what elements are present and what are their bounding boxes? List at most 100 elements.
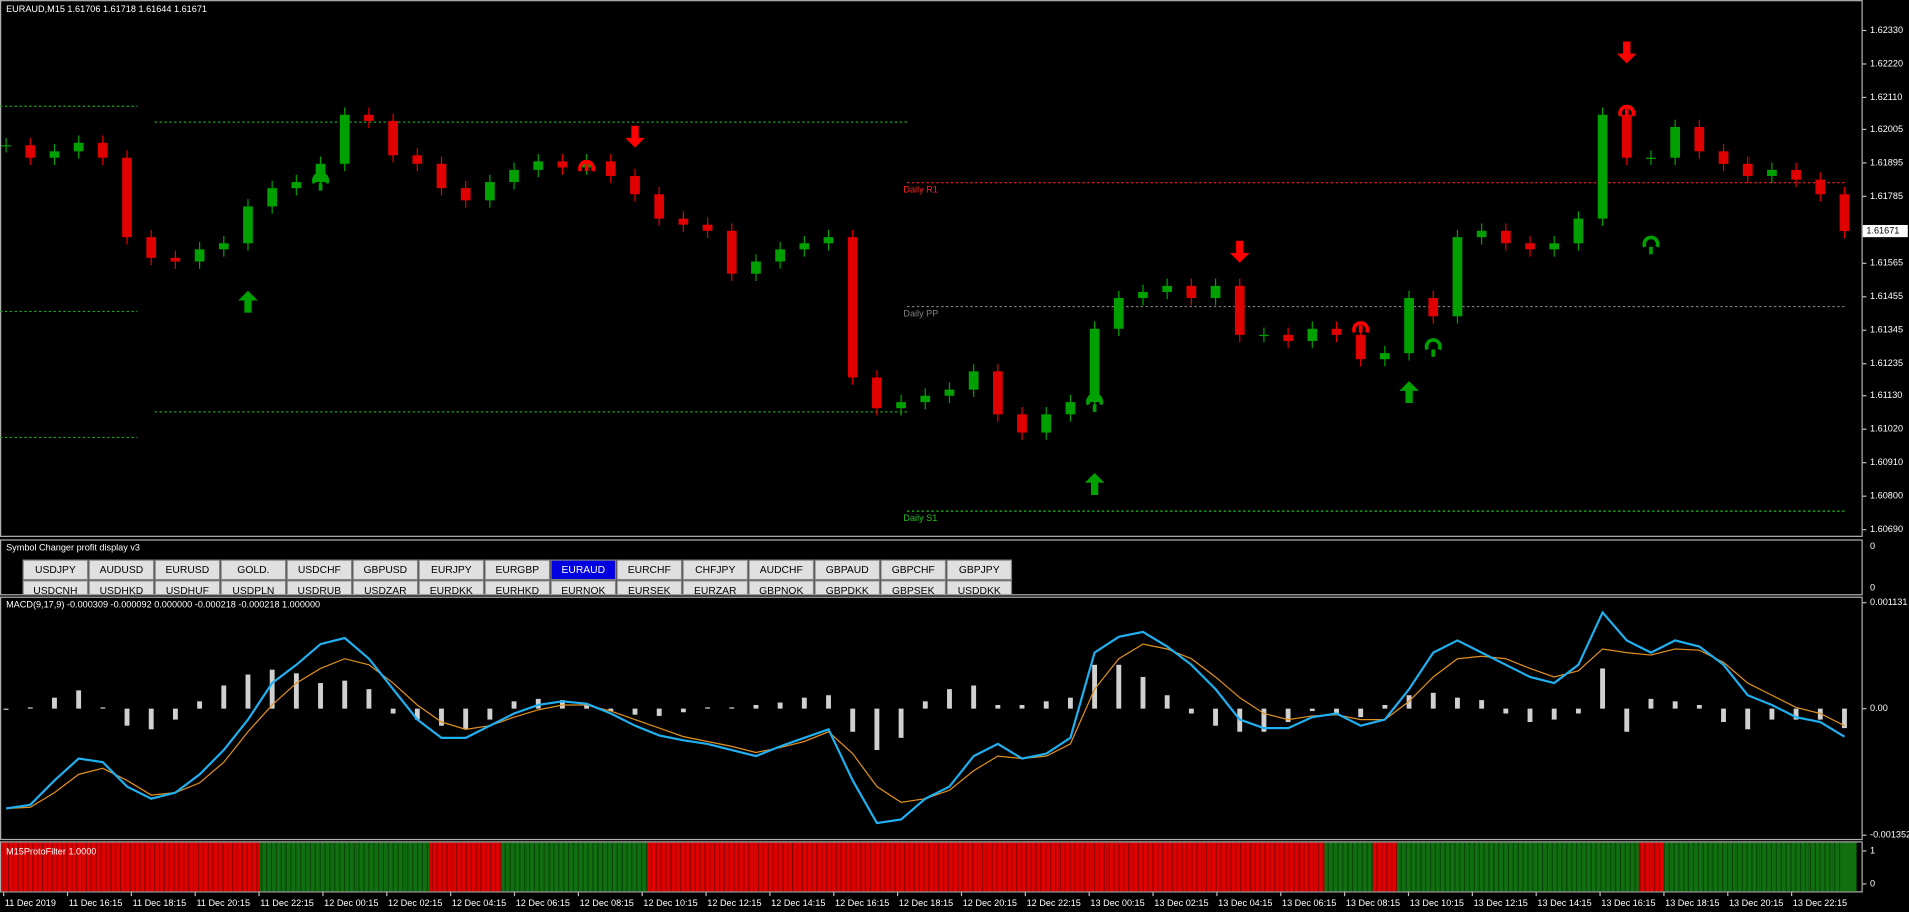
button-face: [748, 580, 815, 595]
histogram-bar: [826, 695, 831, 709]
filter-bar: [647, 842, 672, 892]
symbol-button[interactable]: EURZAR: [682, 580, 749, 600]
symbol-button[interactable]: USDZAR: [352, 580, 419, 600]
candle-body: [1670, 126, 1681, 158]
panel-title: Symbol Changer profit display v3: [6, 542, 140, 552]
candle-body: [1549, 243, 1560, 250]
button-face: [814, 559, 881, 581]
histogram-bar: [801, 697, 807, 709]
filter-bar: [1566, 842, 1591, 892]
y-tick-label: 1.62110: [1870, 92, 1902, 102]
symbol-button[interactable]: GBPDKK: [814, 580, 881, 600]
histogram-bar: [1164, 695, 1170, 709]
histogram-bar: [1600, 668, 1606, 709]
button-label: GBPCHF: [892, 565, 935, 576]
symbol-button[interactable]: USDPLN: [220, 580, 287, 600]
filter-bar: [1058, 842, 1083, 892]
buy-arrow: [1399, 381, 1419, 404]
signal-mark: [1352, 321, 1370, 334]
button-label: AUDCHF: [760, 565, 803, 576]
symbol-button[interactable]: EURCHF: [616, 559, 683, 581]
symbol-button[interactable]: USDHKD: [88, 580, 155, 600]
symbol-buttons: USDJPY AUDUSD EURUSD GOLD. USDCHF GBPUSD EURJP…: [22, 559, 1013, 600]
candle-body: [968, 371, 979, 390]
candle-body: [896, 402, 906, 409]
sell-arrow: [625, 125, 645, 148]
filter-bar: [381, 842, 406, 892]
y-tick-label: 1.61345: [1870, 325, 1903, 335]
y-tick-label: 0: [1870, 878, 1875, 888]
button-label: EURHKD: [495, 586, 539, 597]
filter-bar: [260, 842, 285, 892]
symbol-button[interactable]: AUDUSD: [88, 559, 155, 581]
histogram-bar: [922, 701, 928, 709]
histogram-bar: [366, 689, 372, 709]
candle-body: [702, 224, 713, 231]
histogram-bar: [1551, 708, 1557, 720]
symbol-button[interactable]: GBPNOK: [748, 580, 815, 600]
symbol-button[interactable]: CHFJPY: [682, 559, 749, 581]
symbol-button[interactable]: AUDCHF: [748, 559, 815, 581]
symbol-button[interactable]: EURHKD: [484, 580, 551, 600]
symbol-button[interactable]: EURSEK: [616, 580, 683, 600]
button-face: [286, 559, 353, 581]
symbol-button[interactable]: GBPJPY: [946, 559, 1013, 581]
candle-body: [872, 377, 882, 409]
symbol-button[interactable]: GBPCHF: [880, 559, 947, 581]
filter-bar: [453, 842, 478, 892]
filter-bar: [913, 842, 938, 892]
candle-body: [823, 237, 834, 244]
filter-bar: [695, 842, 720, 892]
button-face: [154, 559, 221, 581]
candle-body: [388, 120, 398, 156]
filter-bar: [1203, 842, 1228, 892]
histogram-bar: [777, 702, 783, 709]
histogram-bar: [463, 708, 469, 730]
filter-bar: [719, 842, 744, 892]
symbol-button[interactable]: GBPAUD: [814, 559, 881, 581]
symbol-button[interactable]: EURGBP: [484, 559, 551, 581]
candle-body: [920, 395, 931, 403]
candle-body: [436, 163, 447, 189]
histogram-bar: [1842, 708, 1847, 729]
button-label: EURAUD: [561, 565, 605, 576]
symbol-button[interactable]: USDRUB: [286, 580, 353, 600]
x-tick-label: 13 Dec 18:15: [1665, 898, 1719, 908]
button-face: [220, 559, 287, 581]
filter-bar: [743, 842, 769, 892]
symbol-button[interactable]: USDCHF: [286, 559, 353, 581]
symbol-button[interactable]: GBPSEK: [880, 580, 947, 600]
symbol-button[interactable]: USDDKK: [946, 580, 1013, 600]
symbol-button[interactable]: EURJPY: [418, 559, 485, 581]
symbol-button[interactable]: USDJPY: [22, 559, 89, 581]
button-label: GBPDKK: [826, 586, 869, 597]
symbol-button[interactable]: EURDKK: [418, 580, 485, 600]
symbol-button[interactable]: GBPUSD: [352, 559, 419, 581]
y-tick-label: 0: [1870, 583, 1875, 593]
button-face: [286, 580, 353, 595]
symbol-button[interactable]: GOLD.: [220, 559, 287, 581]
filter-bar: [356, 842, 382, 892]
filter-bar: [768, 842, 793, 892]
histogram-bar: [656, 708, 662, 716]
filter-bar: [1348, 842, 1373, 892]
candle-body: [73, 142, 84, 152]
symbol-button[interactable]: USDCNH: [22, 580, 89, 600]
symbol-button[interactable]: USDHUF: [154, 580, 221, 600]
candle-body: [364, 114, 374, 121]
candle-body: [533, 161, 544, 170]
button-label: GBPNOK: [759, 586, 803, 597]
y-tick-label: 1.61565: [1870, 258, 1903, 268]
x-tick-label: 12 Dec 14:15: [771, 898, 825, 908]
symbol-button[interactable]: EURUSD: [154, 559, 221, 581]
candle-body: [992, 371, 1003, 415]
histogram-bar: [995, 704, 1001, 709]
candle-body: [170, 257, 181, 262]
button-face: [418, 580, 485, 595]
symbol-button[interactable]: EURAUD: [550, 559, 617, 581]
candle-body: [1380, 353, 1390, 360]
histogram-bar: [414, 708, 420, 720]
filter-bar: [187, 842, 212, 892]
x-tick-label: 12 Dec 20:15: [963, 898, 1017, 908]
symbol-button[interactable]: EURNOK: [550, 580, 617, 600]
